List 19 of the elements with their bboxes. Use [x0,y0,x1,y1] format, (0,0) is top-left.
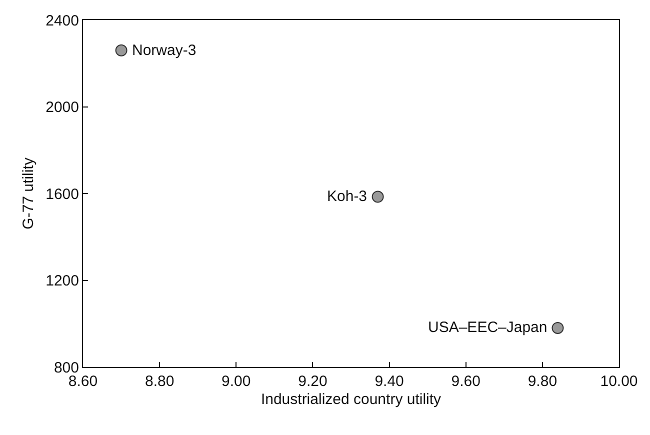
point [115,44,128,56]
y-tick-label: 1600 [46,186,79,203]
annotation: Koh-3 [327,188,368,205]
point [372,190,384,203]
x-tick-label: 9.80 [528,373,558,390]
x-tick-label: 10.00 [600,373,638,390]
y-tick-label: 2000 [46,99,79,116]
x-tick-label: 9.60 [451,373,480,390]
y-tick-label: 2400 [46,12,79,30]
x-tick-label: 9.20 [298,373,328,390]
y-axis-title: G-77 utility [20,157,37,230]
x-tick-label: 9.00 [222,373,251,390]
point [552,322,564,334]
x-tick-label: 9.40 [374,373,404,390]
y-tick-label: 1200 [46,272,79,290]
annotation: Norway-3 [132,42,196,59]
x-tick-label: 8.80 [144,373,174,390]
x-axis-title: Industrialized country utility [260,391,442,408]
annotation: USA–EEC–Japan [428,319,548,336]
